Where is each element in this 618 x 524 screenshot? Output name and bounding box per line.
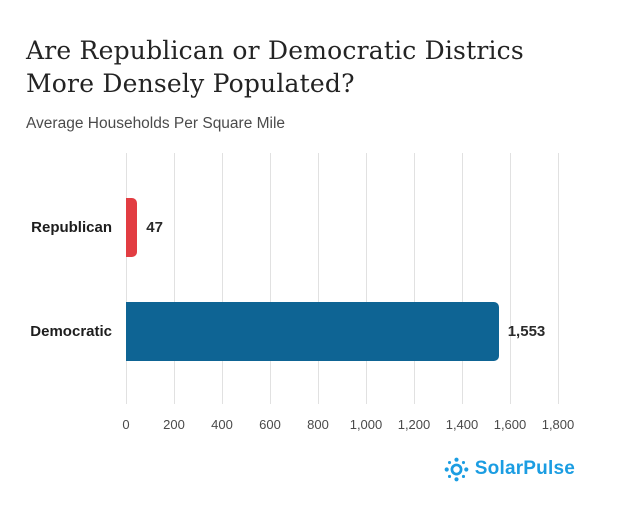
gridline <box>126 153 127 404</box>
x-axis-tick-label: 1,400 <box>445 417 479 432</box>
x-axis-tick-label: 600 <box>259 417 281 432</box>
chart-title: Are Republican or Democratic Districs Mo… <box>26 34 546 100</box>
gridline <box>222 153 223 404</box>
gridline <box>414 153 415 404</box>
sun-icon <box>444 457 469 481</box>
x-axis-tick-label: 1,200 <box>397 417 431 432</box>
x-axis-tick-label: 400 <box>211 417 233 432</box>
value-label: 47 <box>146 219 163 236</box>
x-axis-tick-label: 1,800 <box>541 417 575 432</box>
value-label: 1,553 <box>507 323 546 340</box>
bar-republican[interactable] <box>126 198 138 257</box>
x-axis-tick-label: 1,000 <box>349 417 383 432</box>
bar-democratic[interactable] <box>126 302 499 361</box>
gridline <box>318 153 319 404</box>
x-axis-tick-label: 0 <box>122 417 130 432</box>
gridline <box>558 153 559 404</box>
brand-footer: SolarPulse <box>444 456 575 482</box>
category-label: Democratic <box>30 323 112 340</box>
category-label: Republican <box>31 219 112 236</box>
gridline <box>366 153 367 404</box>
chart-title-line2: More Densely Populated? <box>26 69 355 98</box>
gridline <box>270 153 271 404</box>
chart-title-line1: Are Republican or Democratic Districs <box>26 36 524 65</box>
x-axis-tick-label: 200 <box>163 417 185 432</box>
gridline <box>174 153 175 404</box>
chart-subtitle: Average Households Per Square Mile <box>26 115 286 132</box>
x-axis-tick-label: 800 <box>307 417 329 432</box>
gridline <box>462 153 463 404</box>
brand-name: SolarPulse <box>474 458 575 479</box>
x-axis-tick-label: 1,600 <box>493 417 527 432</box>
gridline <box>510 153 511 404</box>
